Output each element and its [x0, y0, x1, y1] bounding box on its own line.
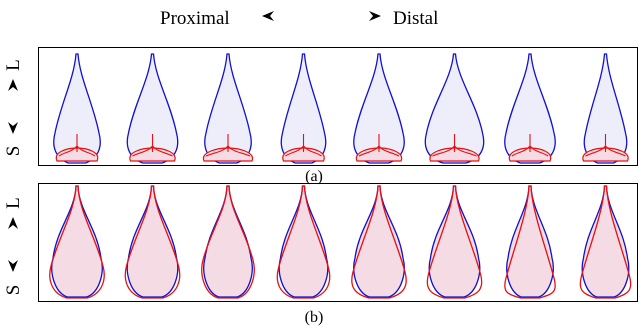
silhouette-b-red [426, 185, 483, 299]
silhouette-a-blue [583, 53, 628, 164]
axis-bottom-label: S [3, 145, 24, 157]
silhouette-b-red [351, 185, 407, 299]
silhouette-b-blue [126, 185, 179, 298]
silhouette-a-blue [204, 53, 252, 164]
axis-bottom-label: S [3, 284, 24, 296]
silhouette-b-blue [506, 185, 554, 298]
axis-top-label: L [3, 59, 24, 71]
header-proximal-label: Proximal [160, 8, 230, 29]
silhouette-a-blue [504, 53, 556, 164]
panel-a [38, 47, 638, 166]
silhouette-a-red-branch [585, 134, 626, 157]
axis-panel-b: L S [0, 184, 26, 304]
silhouette-b-red [201, 185, 255, 299]
arrowhead-down-icon [8, 122, 18, 134]
panel-b-caption: (b) [304, 309, 324, 326]
arrowhead-up-icon [8, 79, 18, 91]
panel-a-shapes [53, 53, 629, 164]
panel-b-shapes [49, 185, 632, 299]
silhouette-a-blue [53, 53, 101, 164]
arrowhead-down-icon [8, 260, 18, 272]
silhouette-a-red-branch [511, 134, 549, 157]
silhouette-a-blue [353, 53, 405, 164]
silhouette-b-blue [278, 185, 329, 298]
header-distal-label: Distal [393, 8, 439, 29]
silhouette-b-red [579, 185, 632, 299]
silhouette-b-blue [203, 185, 253, 298]
panel-b [38, 183, 638, 302]
silhouette-a-red-branch [432, 134, 477, 157]
silhouette-b-blue [353, 185, 405, 298]
silhouette-b-blue [581, 185, 630, 298]
silhouette-a-red-branch [205, 134, 251, 157]
silhouette-a-red-branch [132, 134, 173, 157]
arrowhead-right-icon [369, 11, 381, 21]
silhouette-b-red [504, 185, 556, 299]
silhouette-a-blue [126, 53, 179, 164]
silhouette-a-red-branch [358, 134, 400, 157]
silhouette-b-red [276, 185, 331, 299]
axis-panel-a: L S [0, 48, 26, 168]
arrowhead-left-icon [262, 11, 274, 21]
axis-top-label: L [3, 197, 24, 209]
silhouette-a-blue [424, 53, 485, 164]
silhouette-b-red [49, 185, 105, 299]
arrowhead-up-icon [8, 217, 18, 229]
silhouette-b-blue [428, 185, 481, 298]
silhouette-a-blue [280, 53, 327, 164]
silhouette-a-red-branch [58, 134, 96, 157]
silhouette-b-red [124, 185, 181, 299]
silhouette-a-red-branch [285, 134, 322, 157]
silhouette-b-blue [51, 185, 103, 298]
panel-a-caption: (a) [305, 168, 323, 185]
